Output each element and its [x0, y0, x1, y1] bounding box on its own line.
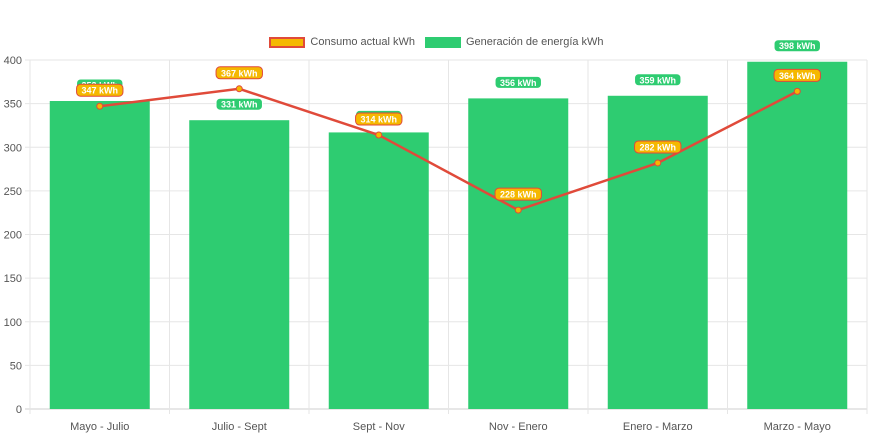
- line-data-label: 364 kWh: [779, 71, 816, 81]
- line-data-label: 314 kWh: [360, 115, 397, 125]
- point-consumo: [793, 87, 801, 95]
- point-consumo: [96, 102, 104, 110]
- legend-label-generacion: Generación de energía kWh: [465, 36, 604, 48]
- x-tick-label: Marzo - Mayo: [764, 421, 831, 433]
- legend-item-consumo[interactable]: Consumo actual kWh: [269, 36, 415, 48]
- y-tick-label: 50: [10, 360, 22, 372]
- bar-data-label-box: [215, 97, 263, 111]
- line-data-label: 367 kWh: [221, 68, 258, 78]
- bar-generacion: [328, 132, 429, 410]
- bar-generacion: [747, 61, 848, 410]
- line-data-label-box: [773, 68, 821, 82]
- legend-label-consumo: Consumo actual kWh: [310, 36, 415, 48]
- bar-data-label-box: [494, 75, 542, 89]
- line-data-label-box: [355, 112, 403, 126]
- legend-swatch-generacion: [424, 36, 461, 48]
- legend-item-generacion[interactable]: Generación de energía kWh: [424, 36, 604, 48]
- y-tick-label: 150: [4, 273, 22, 285]
- line-data-label-box: [215, 66, 263, 80]
- x-tick-label: Mayo - Julio: [70, 421, 129, 433]
- y-tick-label: 0: [16, 404, 22, 416]
- bar-data-label: 356 kWh: [500, 78, 537, 88]
- y-tick-label: 100: [4, 317, 22, 329]
- x-tick-label: Julio - Sept: [212, 421, 267, 433]
- y-tick-label: 350: [4, 99, 22, 111]
- x-tick-label: Enero - Marzo: [623, 421, 693, 433]
- line-data-label-box: [76, 83, 124, 97]
- bar-data-label: 359 kWh: [639, 75, 676, 85]
- x-tick-label: Sept - Nov: [353, 421, 405, 433]
- bar-data-label: 331 kWh: [221, 100, 258, 110]
- legend: Consumo actual kWh Generación de energía…: [0, 36, 873, 48]
- x-tick-label: Nov - Enero: [489, 421, 548, 433]
- line-data-label-box: [494, 187, 542, 201]
- y-tick-label: 200: [4, 230, 22, 242]
- bar-data-label: 398 kWh: [779, 41, 816, 51]
- point-consumo: [375, 131, 383, 139]
- line-consumo: [99, 87, 798, 212]
- bar-generacion: [189, 120, 290, 409]
- line-data-label-box: [634, 140, 682, 154]
- point-consumo: [235, 85, 243, 93]
- bar-generacion: [468, 98, 569, 409]
- y-tick-label: 400: [4, 55, 22, 67]
- y-tick-label: 300: [4, 142, 22, 154]
- y-tick-label: 250: [4, 186, 22, 198]
- line-data-label: 228 kWh: [500, 190, 537, 200]
- bar-data-label-box: [773, 39, 821, 53]
- legend-swatch-consumo: [269, 36, 306, 48]
- line-data-label: 282 kWh: [639, 142, 676, 152]
- point-consumo: [514, 206, 522, 214]
- line-data-label: 347 kWh: [81, 86, 118, 96]
- bar-generacion: [49, 101, 150, 409]
- bar-data-label-box: [634, 73, 682, 87]
- point-consumo: [654, 159, 662, 167]
